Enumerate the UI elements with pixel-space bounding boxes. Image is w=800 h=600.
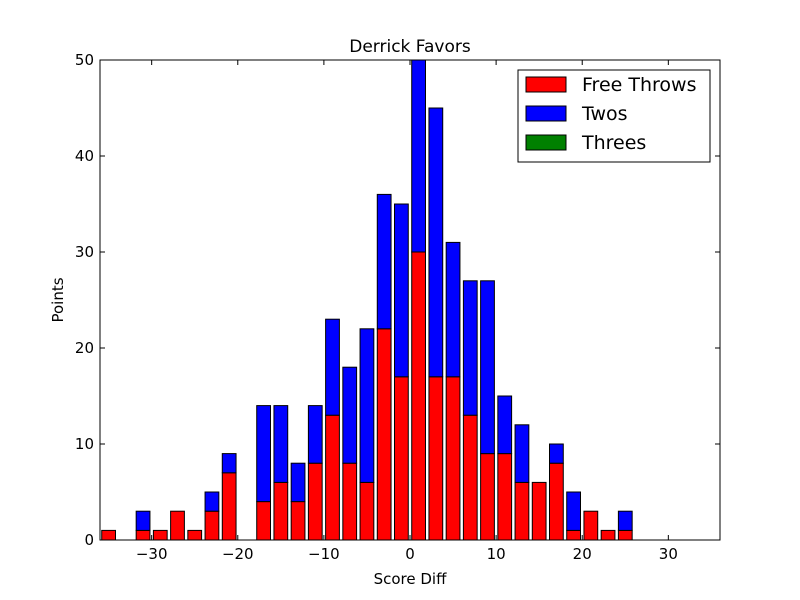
bar-free-throws-2 <box>135 529 151 541</box>
bar-twos-15 <box>359 328 375 483</box>
bar-free-throws-21 <box>462 414 478 541</box>
bar-free-throws-12 <box>307 462 323 541</box>
x-tick-label: 30 <box>659 545 678 563</box>
bar-twos-27 <box>566 491 582 531</box>
x-tick-label: −10 <box>308 545 340 563</box>
legend-label-free-throws: Free Throws <box>582 74 696 96</box>
bar-twos-6 <box>204 491 220 512</box>
bar-free-throws-28 <box>583 510 599 541</box>
bar-free-throws-30 <box>617 529 633 541</box>
bar-free-throws-3 <box>152 529 168 541</box>
bar-free-throws-18 <box>411 251 427 541</box>
y-tick-label: 30 <box>75 243 94 261</box>
bar-free-throws-26 <box>549 462 564 541</box>
y-tick-label: 20 <box>75 339 94 357</box>
bar-free-throws-7 <box>221 472 237 541</box>
x-tick-label: 0 <box>405 545 415 563</box>
bar-twos-14 <box>342 366 358 464</box>
bar-twos-17 <box>394 203 409 378</box>
bar-free-throws-24 <box>514 481 530 541</box>
bar-free-throws-15 <box>359 481 375 541</box>
x-tick-label: −30 <box>136 545 168 563</box>
bar-free-throws-9 <box>256 501 272 541</box>
bar-twos-18 <box>411 59 427 253</box>
bar-twos-20 <box>445 241 461 378</box>
y-axis-label: Points <box>49 277 67 322</box>
bar-free-throws-5 <box>187 529 203 541</box>
bar-free-throws-20 <box>445 376 461 541</box>
bar-twos-19 <box>428 107 444 378</box>
bars-layer <box>101 59 633 541</box>
legend-label-twos: Twos <box>581 103 628 125</box>
bar-free-throws-14 <box>342 462 358 541</box>
x-axis-label: Score Diff <box>374 570 447 588</box>
ticks-layer: −30 −20 −10 0 10 20 30 0 10 20 30 40 50 <box>75 51 720 563</box>
legend-swatch-free-throws <box>525 76 567 93</box>
legend-swatch-twos <box>525 105 567 122</box>
bar-free-throws-25 <box>531 481 547 541</box>
bar-free-throws-11 <box>290 501 306 541</box>
bar-twos-7 <box>221 453 237 474</box>
bar-twos-11 <box>290 462 306 503</box>
bar-free-throws-22 <box>480 453 495 541</box>
x-tick-label: −20 <box>222 545 254 563</box>
bar-free-throws-23 <box>497 453 513 541</box>
plot-frame <box>99 59 721 541</box>
bar-twos-23 <box>497 395 513 455</box>
bar-twos-9 <box>256 405 272 503</box>
legend-label-threes: Threes <box>581 132 646 154</box>
y-tick-label: 50 <box>75 51 94 69</box>
bar-free-throws-16 <box>376 328 392 541</box>
y-tick-label: 0 <box>84 531 94 549</box>
y-tick-label: 10 <box>75 435 94 453</box>
x-tick-label: 20 <box>573 545 592 563</box>
bar-free-throws-17 <box>394 376 409 541</box>
bar-twos-2 <box>135 510 151 531</box>
bar-free-throws-27 <box>566 529 582 541</box>
legend: Free Throws Twos Threes <box>517 69 711 163</box>
bar-free-throws-6 <box>204 510 220 541</box>
chart-title: Derrick Favors <box>349 37 471 57</box>
bar-free-throws-19 <box>428 376 444 541</box>
bar-twos-26 <box>549 443 564 464</box>
bar-free-throws-0 <box>101 529 116 541</box>
bar-twos-12 <box>307 405 323 464</box>
bar-twos-22 <box>480 280 495 455</box>
bar-twos-13 <box>325 318 340 416</box>
bar-free-throws-13 <box>325 414 340 541</box>
bar-free-throws-29 <box>600 529 616 541</box>
bar-free-throws-10 <box>273 481 289 541</box>
y-tick-label: 40 <box>75 147 94 165</box>
x-tick-label: 10 <box>487 545 506 563</box>
bar-twos-16 <box>376 193 392 330</box>
bar-twos-30 <box>617 510 633 531</box>
bar-twos-21 <box>462 280 478 416</box>
bar-twos-10 <box>273 405 289 483</box>
bar-free-throws-4 <box>170 510 185 541</box>
legend-swatch-threes <box>525 134 567 151</box>
bar-twos-24 <box>514 424 530 483</box>
